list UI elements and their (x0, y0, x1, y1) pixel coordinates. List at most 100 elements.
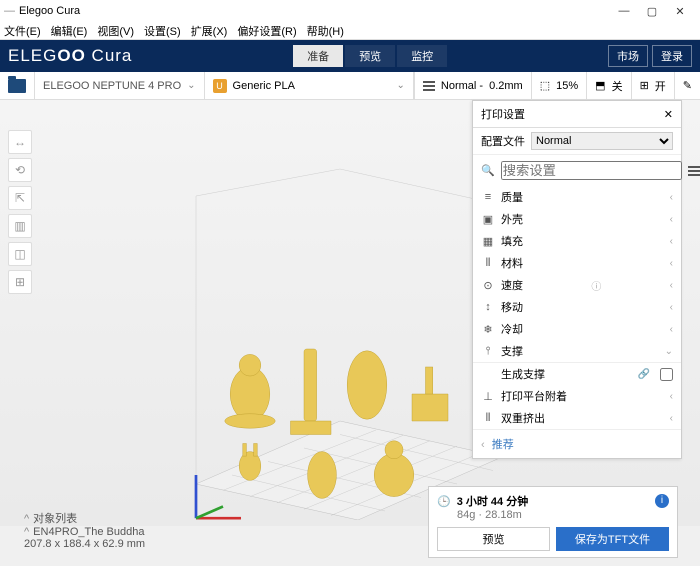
category-quality[interactable]: ≡质量‹ (473, 186, 681, 208)
profile-select[interactable]: Normal (531, 132, 673, 150)
support-icon: ⬒ (595, 79, 605, 92)
menubar: 文件(E) 编辑(E) 视图(V) 设置(S) 扩展(X) 偏好设置(R) 帮助… (0, 22, 700, 40)
adhesion-summary[interactable]: ⊞ 开 (632, 72, 675, 99)
support-blocker-tool[interactable]: ⊞ (8, 270, 32, 294)
chevron-icon: ‹ (670, 258, 673, 269)
edit-settings[interactable]: ✎ (675, 72, 700, 99)
preview-button[interactable]: 预览 (437, 527, 550, 551)
rotate-tool[interactable]: ⟲ (8, 158, 32, 182)
category-shell[interactable]: ▣ 外壳 ‹ (473, 208, 681, 230)
slice-result: 🕒 3 小时 44 分钟 i 84g · 28.18m 预览 保存为TFT文件 (428, 486, 678, 558)
move-tool[interactable]: ↔ (8, 130, 32, 154)
printer-selector[interactable]: ELEGOO NEPTUNE 4 PRO ⌄ (35, 72, 205, 99)
window-title: Elegoo Cura (19, 5, 80, 17)
infill-value: 15% (556, 80, 578, 92)
category-label: 质量 (501, 189, 523, 205)
support-sub: 生成支撑 🔗 (473, 362, 681, 385)
mesh-tool[interactable]: ◫ (8, 242, 32, 266)
menu-file[interactable]: 文件(E) (4, 23, 41, 39)
menu-view[interactable]: 视图(V) (97, 23, 134, 39)
tab-monitor[interactable]: 监控 (397, 45, 447, 67)
close-button[interactable]: ✕ (672, 5, 688, 18)
generate-support-label: 生成支撑 (501, 366, 545, 382)
pencil-icon: ✎ (683, 79, 692, 92)
info-icon[interactable]: i (655, 494, 669, 508)
object-dimensions: 207.8 x 188.4 x 62.9 mm (24, 538, 145, 550)
support-icon: ⫯ (481, 345, 495, 358)
infill-summary[interactable]: ⬚ 15% (532, 72, 587, 99)
cooling-icon: ❄ (481, 323, 495, 336)
scale-tool[interactable]: ⇱ (8, 186, 32, 210)
category-adhesion[interactable]: ⊥打印平台附着‹ (473, 385, 681, 407)
print-settings-panel: 打印设置 ✕ 配置文件 Normal 🔍 ≡质量‹ ▣外壳‹ ▦填充‹ ⦀材料‹… (472, 100, 682, 459)
extruder-badge: U (213, 79, 227, 93)
material-icon: ⦀ (481, 257, 495, 270)
link-icon[interactable]: 🔗 (638, 369, 650, 380)
profile-prefix: Normal - (441, 80, 483, 92)
info-icon: ⓘ (591, 278, 601, 293)
clock-icon: 🕒 (437, 495, 451, 508)
stage-tabs: 准备 预览 监控 (293, 45, 447, 67)
chevron-icon: ‹ (670, 192, 673, 203)
chevron-down-icon: ⌄ (665, 346, 673, 357)
maximize-button[interactable]: ▢ (644, 5, 660, 18)
search-icon: 🔍 (481, 164, 495, 177)
menu-extensions[interactable]: 扩展(X) (191, 23, 228, 39)
menu-help[interactable]: 帮助(H) (307, 23, 344, 39)
market-button[interactable]: 市场 (608, 45, 648, 67)
menu-icon[interactable] (688, 166, 700, 176)
material-name: Generic PLA (233, 80, 295, 92)
category-label: 冷却 (501, 321, 523, 337)
menu-edit[interactable]: 编辑(E) (51, 23, 88, 39)
category-infill[interactable]: ▦填充‹ (473, 230, 681, 252)
category-label: 双重挤出 (501, 410, 545, 426)
save-button[interactable]: 保存为TFT文件 (556, 527, 669, 551)
category-dual[interactable]: ⦀双重挤出‹ (473, 407, 681, 429)
topbar: ELEGOO Cura 准备 预览 监控 市场 登录 (0, 40, 700, 72)
chevron-icon: ‹ (670, 280, 673, 291)
panel-header: 打印设置 ✕ (473, 101, 681, 128)
category-label: 移动 (501, 299, 523, 315)
travel-icon: ↕ (481, 301, 495, 313)
search-input[interactable] (501, 161, 682, 180)
category-speed[interactable]: ⊙速度ⓘ‹ (473, 274, 681, 296)
material-selector[interactable]: U Generic PLA ⌄ (205, 72, 414, 99)
login-button[interactable]: 登录 (652, 45, 692, 67)
logo-text-3: Cura (86, 46, 133, 65)
speed-icon: ⊙ (481, 279, 495, 292)
tab-preview[interactable]: 预览 (345, 45, 395, 67)
mirror-tool[interactable]: ▥ (8, 214, 32, 238)
chevron-down-icon: ⌄ (397, 80, 405, 91)
adhesion-value: 开 (655, 78, 666, 94)
support-summary[interactable]: ⬒ 关 (587, 72, 631, 99)
panel-title: 打印设置 (481, 106, 525, 122)
title-dash: — (4, 5, 15, 17)
chevron-icon: ‹ (670, 302, 673, 313)
menu-settings[interactable]: 设置(S) (144, 23, 181, 39)
category-label: 外壳 (501, 211, 523, 227)
chevron-icon: ‹ (670, 214, 673, 225)
profile-label: 配置文件 (481, 133, 525, 149)
recommend-link[interactable]: 推荐 (492, 439, 514, 451)
minimize-button[interactable]: — (616, 5, 632, 18)
tab-prepare[interactable]: 准备 (293, 45, 343, 67)
menu-preferences[interactable]: 偏好设置(R) (237, 23, 296, 39)
layers-icon (423, 81, 435, 91)
open-file-section[interactable] (0, 72, 35, 99)
adhesion-icon: ⊥ (481, 390, 495, 403)
settings-categories: ≡质量‹ ▣外壳‹ ▦填充‹ ⦀材料‹ ⊙速度ⓘ‹ ↕移动‹ ❄冷却‹ ⫯支撑⌄… (473, 186, 681, 429)
shell-icon: ▣ (481, 213, 495, 226)
category-material[interactable]: ⦀材料‹ (473, 252, 681, 274)
category-support[interactable]: ⫯支撑⌄ (473, 340, 681, 362)
material-usage: 84g · 28.18m (457, 509, 669, 521)
transform-tools: ↔ ⟲ ⇱ ▥ ◫ ⊞ (8, 130, 36, 294)
close-panel-button[interactable]: ✕ (664, 108, 673, 121)
print-settings-summary[interactable]: Normal - 0.2mm (414, 72, 532, 99)
category-cooling[interactable]: ❄冷却‹ (473, 318, 681, 340)
recommend-row: ‹ 推荐 (473, 429, 681, 458)
chevron-icon: ‹ (670, 236, 673, 247)
search-row: 🔍 (473, 155, 681, 186)
object-list[interactable]: ^对象列表 ^EN4PRO_The Buddha 207.8 x 188.4 x… (24, 510, 145, 550)
generate-support-checkbox[interactable] (660, 368, 673, 381)
category-travel[interactable]: ↕ 移动 ‹ (473, 296, 681, 318)
